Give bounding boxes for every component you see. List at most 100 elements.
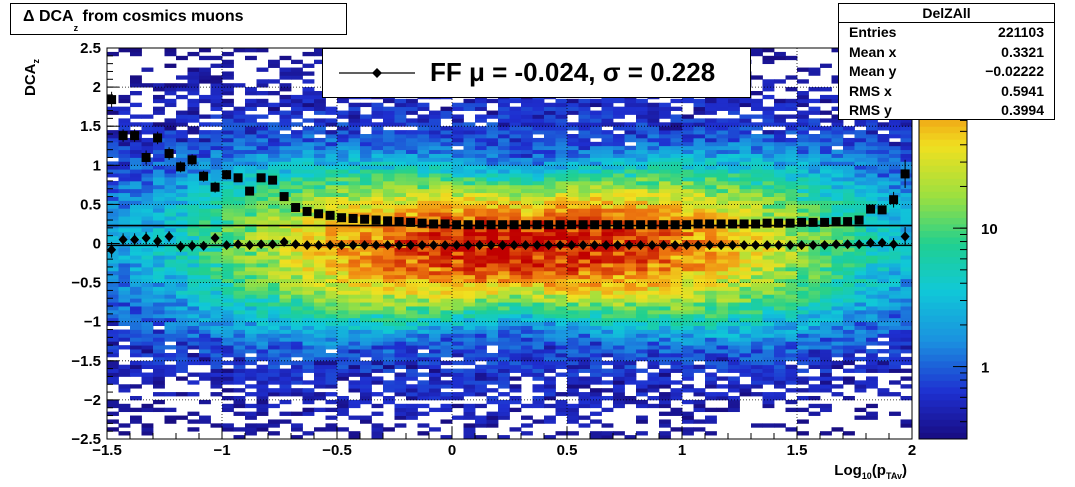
heatmap-cell bbox=[728, 165, 740, 170]
heatmap-cell bbox=[613, 384, 625, 389]
heatmap-cell bbox=[498, 188, 510, 194]
heatmap-cell bbox=[590, 380, 602, 385]
heatmap-cell bbox=[751, 364, 763, 370]
heatmap-cell bbox=[555, 282, 568, 287]
heatmap-cell bbox=[498, 270, 510, 276]
heatmap-cell bbox=[268, 259, 280, 264]
heatmap-cell bbox=[705, 130, 717, 135]
heatmap-cell bbox=[498, 411, 510, 416]
heatmap-cell bbox=[130, 298, 142, 303]
heatmap-cell bbox=[636, 290, 648, 295]
heatmap-cell bbox=[164, 161, 177, 166]
heatmap-cell bbox=[739, 114, 752, 119]
heatmap-cell bbox=[555, 321, 568, 327]
heatmap-cell bbox=[670, 134, 683, 139]
heatmap-cell bbox=[521, 282, 533, 287]
heatmap-cell bbox=[222, 130, 234, 135]
heatmap-cell bbox=[544, 270, 556, 276]
heatmap-cell bbox=[429, 247, 441, 252]
heatmap-cell bbox=[739, 180, 752, 186]
heatmap-cell bbox=[774, 204, 786, 209]
heatmap-cell bbox=[210, 91, 223, 96]
heatmap-cell bbox=[578, 263, 591, 268]
heatmap-cell bbox=[682, 134, 694, 139]
heatmap-cell bbox=[728, 227, 740, 233]
heatmap-cell bbox=[555, 290, 568, 295]
heatmap-cell bbox=[739, 384, 752, 389]
heatmap-cell bbox=[739, 173, 752, 178]
heatmap-cell bbox=[187, 282, 200, 287]
heatmap-cell bbox=[452, 282, 464, 287]
heatmap-cell bbox=[256, 399, 269, 405]
heatmap-cell bbox=[728, 325, 740, 330]
heatmap-cell bbox=[774, 270, 786, 276]
heatmap-cell bbox=[417, 102, 430, 108]
heatmap-cell bbox=[624, 341, 637, 346]
heatmap-cell bbox=[808, 282, 821, 287]
heatmap-cell bbox=[739, 266, 752, 272]
heatmap-cell bbox=[130, 180, 142, 186]
heatmap-cell bbox=[360, 270, 372, 276]
heatmap-cell bbox=[187, 372, 200, 377]
heatmap-cell bbox=[555, 106, 568, 111]
heatmap-cell bbox=[176, 306, 188, 311]
heatmap-cell bbox=[670, 352, 683, 358]
heatmap-cell bbox=[739, 212, 752, 217]
heatmap-cell bbox=[647, 333, 660, 338]
heatmap-cell bbox=[521, 231, 533, 237]
heatmap-cell bbox=[417, 274, 430, 280]
heatmap-cell bbox=[406, 266, 418, 272]
heatmap-cell bbox=[268, 220, 280, 225]
heatmap-cell bbox=[325, 415, 338, 420]
heatmap-cell bbox=[314, 98, 326, 104]
heatmap-cell bbox=[762, 118, 775, 123]
heatmap-cell bbox=[222, 145, 234, 151]
heatmap-cell bbox=[797, 337, 809, 342]
heatmap-cell bbox=[107, 278, 119, 283]
heatmap-cell bbox=[682, 122, 694, 127]
heatmap-cell bbox=[325, 177, 338, 182]
heatmap-cell bbox=[544, 161, 556, 166]
heatmap-cell bbox=[291, 220, 303, 225]
heatmap-cell bbox=[279, 67, 292, 72]
heatmap-cell bbox=[130, 114, 142, 119]
heatmap-cell bbox=[601, 200, 614, 205]
heatmap-cell bbox=[199, 220, 211, 225]
heatmap-cell bbox=[256, 407, 269, 413]
heatmap-cell bbox=[578, 333, 591, 338]
heatmap-cell bbox=[728, 360, 740, 366]
heatmap-cell bbox=[567, 173, 579, 178]
heatmap-cell bbox=[705, 173, 717, 178]
heatmap-cell bbox=[705, 216, 717, 221]
heatmap-cell bbox=[107, 235, 119, 240]
heatmap-cell bbox=[130, 137, 142, 143]
heatmap-cell bbox=[762, 309, 775, 315]
heatmap-cell bbox=[636, 126, 648, 131]
heatmap-cell bbox=[475, 286, 487, 291]
heatmap-cell bbox=[452, 415, 464, 420]
heatmap-cell bbox=[486, 290, 499, 295]
heatmap-cell bbox=[613, 290, 625, 295]
heatmap-cell bbox=[383, 153, 395, 158]
heatmap-cell bbox=[256, 145, 269, 151]
heatmap-cell bbox=[107, 345, 119, 350]
heatmap-cell bbox=[659, 227, 671, 233]
heatmap-cell bbox=[233, 352, 246, 358]
heatmap-cell bbox=[429, 368, 441, 373]
heatmap-cell bbox=[716, 102, 729, 108]
heatmap-cell bbox=[153, 196, 165, 201]
heatmap-cell bbox=[440, 180, 453, 186]
heatmap-cell bbox=[222, 302, 234, 307]
heatmap-cell bbox=[141, 333, 154, 338]
heatmap-cell bbox=[567, 266, 579, 272]
heatmap-cell bbox=[578, 337, 591, 342]
heatmap-cell bbox=[417, 290, 430, 295]
heatmap-cell bbox=[360, 212, 372, 217]
heatmap-cell bbox=[245, 317, 257, 323]
heatmap-cell bbox=[256, 286, 269, 291]
heatmap-cell bbox=[222, 317, 234, 323]
heatmap-cell bbox=[164, 180, 177, 186]
heatmap-cell bbox=[406, 263, 418, 268]
heatmap-cell bbox=[728, 130, 740, 135]
heatmap-cell bbox=[199, 372, 211, 377]
